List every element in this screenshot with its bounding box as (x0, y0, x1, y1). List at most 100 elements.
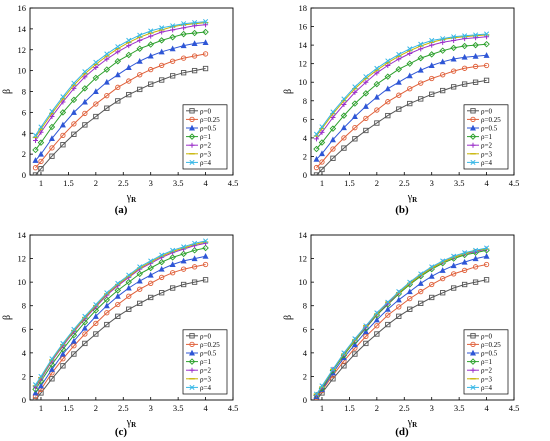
data-point (32, 165, 39, 171)
data-point (70, 109, 77, 115)
data-point (115, 98, 121, 104)
data-point (352, 89, 358, 95)
data-point (191, 67, 198, 74)
data-point (340, 124, 347, 131)
series-line (316, 255, 487, 397)
data-point (82, 331, 88, 337)
legend-swatch-marker (469, 133, 477, 140)
data-point (351, 100, 359, 107)
series-line (316, 65, 487, 168)
legend-swatch-marker (470, 124, 476, 131)
series-ρ=0.5 (313, 52, 490, 162)
x-tick-label: 4 (484, 178, 489, 188)
series-ρ=4 (32, 19, 209, 138)
legend-swatch-marker (189, 341, 195, 348)
y-tick-label: 6 (303, 324, 307, 334)
data-point (385, 58, 391, 64)
y-axis-label: β (283, 89, 294, 94)
data-point (71, 85, 77, 91)
data-point (374, 65, 380, 71)
data-point (384, 85, 391, 92)
x-tick-label: 4.5 (228, 403, 239, 413)
data-point (406, 72, 413, 79)
data-point (147, 271, 154, 278)
data-point (439, 58, 446, 65)
data-point (418, 288, 424, 295)
data-point (418, 46, 424, 52)
data-point (429, 281, 435, 288)
data-point (49, 145, 55, 151)
data-point (159, 290, 165, 296)
legend-swatch-marker (470, 367, 476, 373)
data-point (48, 135, 55, 141)
data-point (32, 386, 39, 393)
legend-swatch-marker (189, 116, 195, 123)
data-point (71, 121, 77, 127)
data-point (362, 103, 369, 109)
data-point (37, 150, 44, 157)
data-point (461, 81, 468, 87)
y-tick-label: 4 (22, 348, 27, 358)
series-line (35, 264, 206, 397)
data-point (417, 66, 424, 73)
data-point (451, 34, 457, 40)
data-point (104, 51, 110, 57)
series-line (35, 53, 206, 169)
data-point (450, 68, 457, 74)
data-point (71, 343, 77, 349)
data-point (407, 46, 413, 52)
data-point (49, 376, 55, 382)
data-point (192, 240, 198, 246)
data-point (70, 337, 77, 344)
data-point (429, 75, 435, 82)
chart-panel-c: 1 1.5 2 2.5 3 3.5 4 4.502468101214γRβρ=0ρ=0.25ρ… (2, 230, 238, 438)
data-point (169, 261, 176, 267)
legend-label: ρ=2 (481, 142, 492, 150)
data-point (396, 56, 402, 62)
data-point (472, 63, 479, 70)
y-tick-label: 18 (299, 3, 308, 13)
data-point (374, 331, 380, 337)
legend-label: ρ=2 (200, 142, 211, 150)
data-point (318, 150, 325, 157)
data-point (202, 277, 209, 283)
data-point (373, 316, 380, 323)
legend-swatch-marker (188, 133, 196, 140)
x-tick-label: 2 (94, 403, 98, 413)
x-tick-label: 1.5 (63, 178, 74, 188)
y-tick-label: 0 (303, 170, 307, 180)
data-point (341, 350, 347, 356)
data-point (450, 55, 457, 62)
plot-frame (310, 7, 515, 176)
data-point (385, 299, 391, 305)
data-point (428, 62, 435, 69)
data-point (461, 65, 468, 71)
data-point (38, 124, 44, 130)
data-point (159, 62, 165, 69)
series-ρ=0 (313, 77, 490, 175)
data-point (363, 79, 369, 85)
data-point (158, 48, 165, 55)
data-point (137, 32, 143, 38)
data-point (191, 255, 198, 262)
x-tick-label: 4.5 (509, 178, 520, 188)
x-tick-label: 4.5 (509, 403, 520, 413)
data-point (115, 301, 121, 308)
series-ρ=2 (313, 34, 490, 142)
data-point (38, 158, 44, 165)
y-tick-label: 10 (299, 77, 308, 87)
data-point (49, 153, 55, 159)
data-point (418, 41, 424, 47)
legend-label: ρ=4 (200, 384, 211, 392)
data-point (374, 107, 380, 113)
data-point (429, 42, 435, 48)
data-point (191, 29, 198, 37)
x-axis-label: γR (407, 192, 418, 204)
data-point (461, 258, 468, 265)
y-tick-label: 4 (303, 348, 308, 358)
data-point (191, 264, 198, 270)
legend: ρ=0ρ=0.25ρ=0.5ρ=1ρ=2ρ=3ρ=4 (463, 104, 509, 170)
series-ρ=0.25 (313, 62, 490, 171)
data-point (169, 45, 176, 52)
data-point (60, 94, 66, 100)
